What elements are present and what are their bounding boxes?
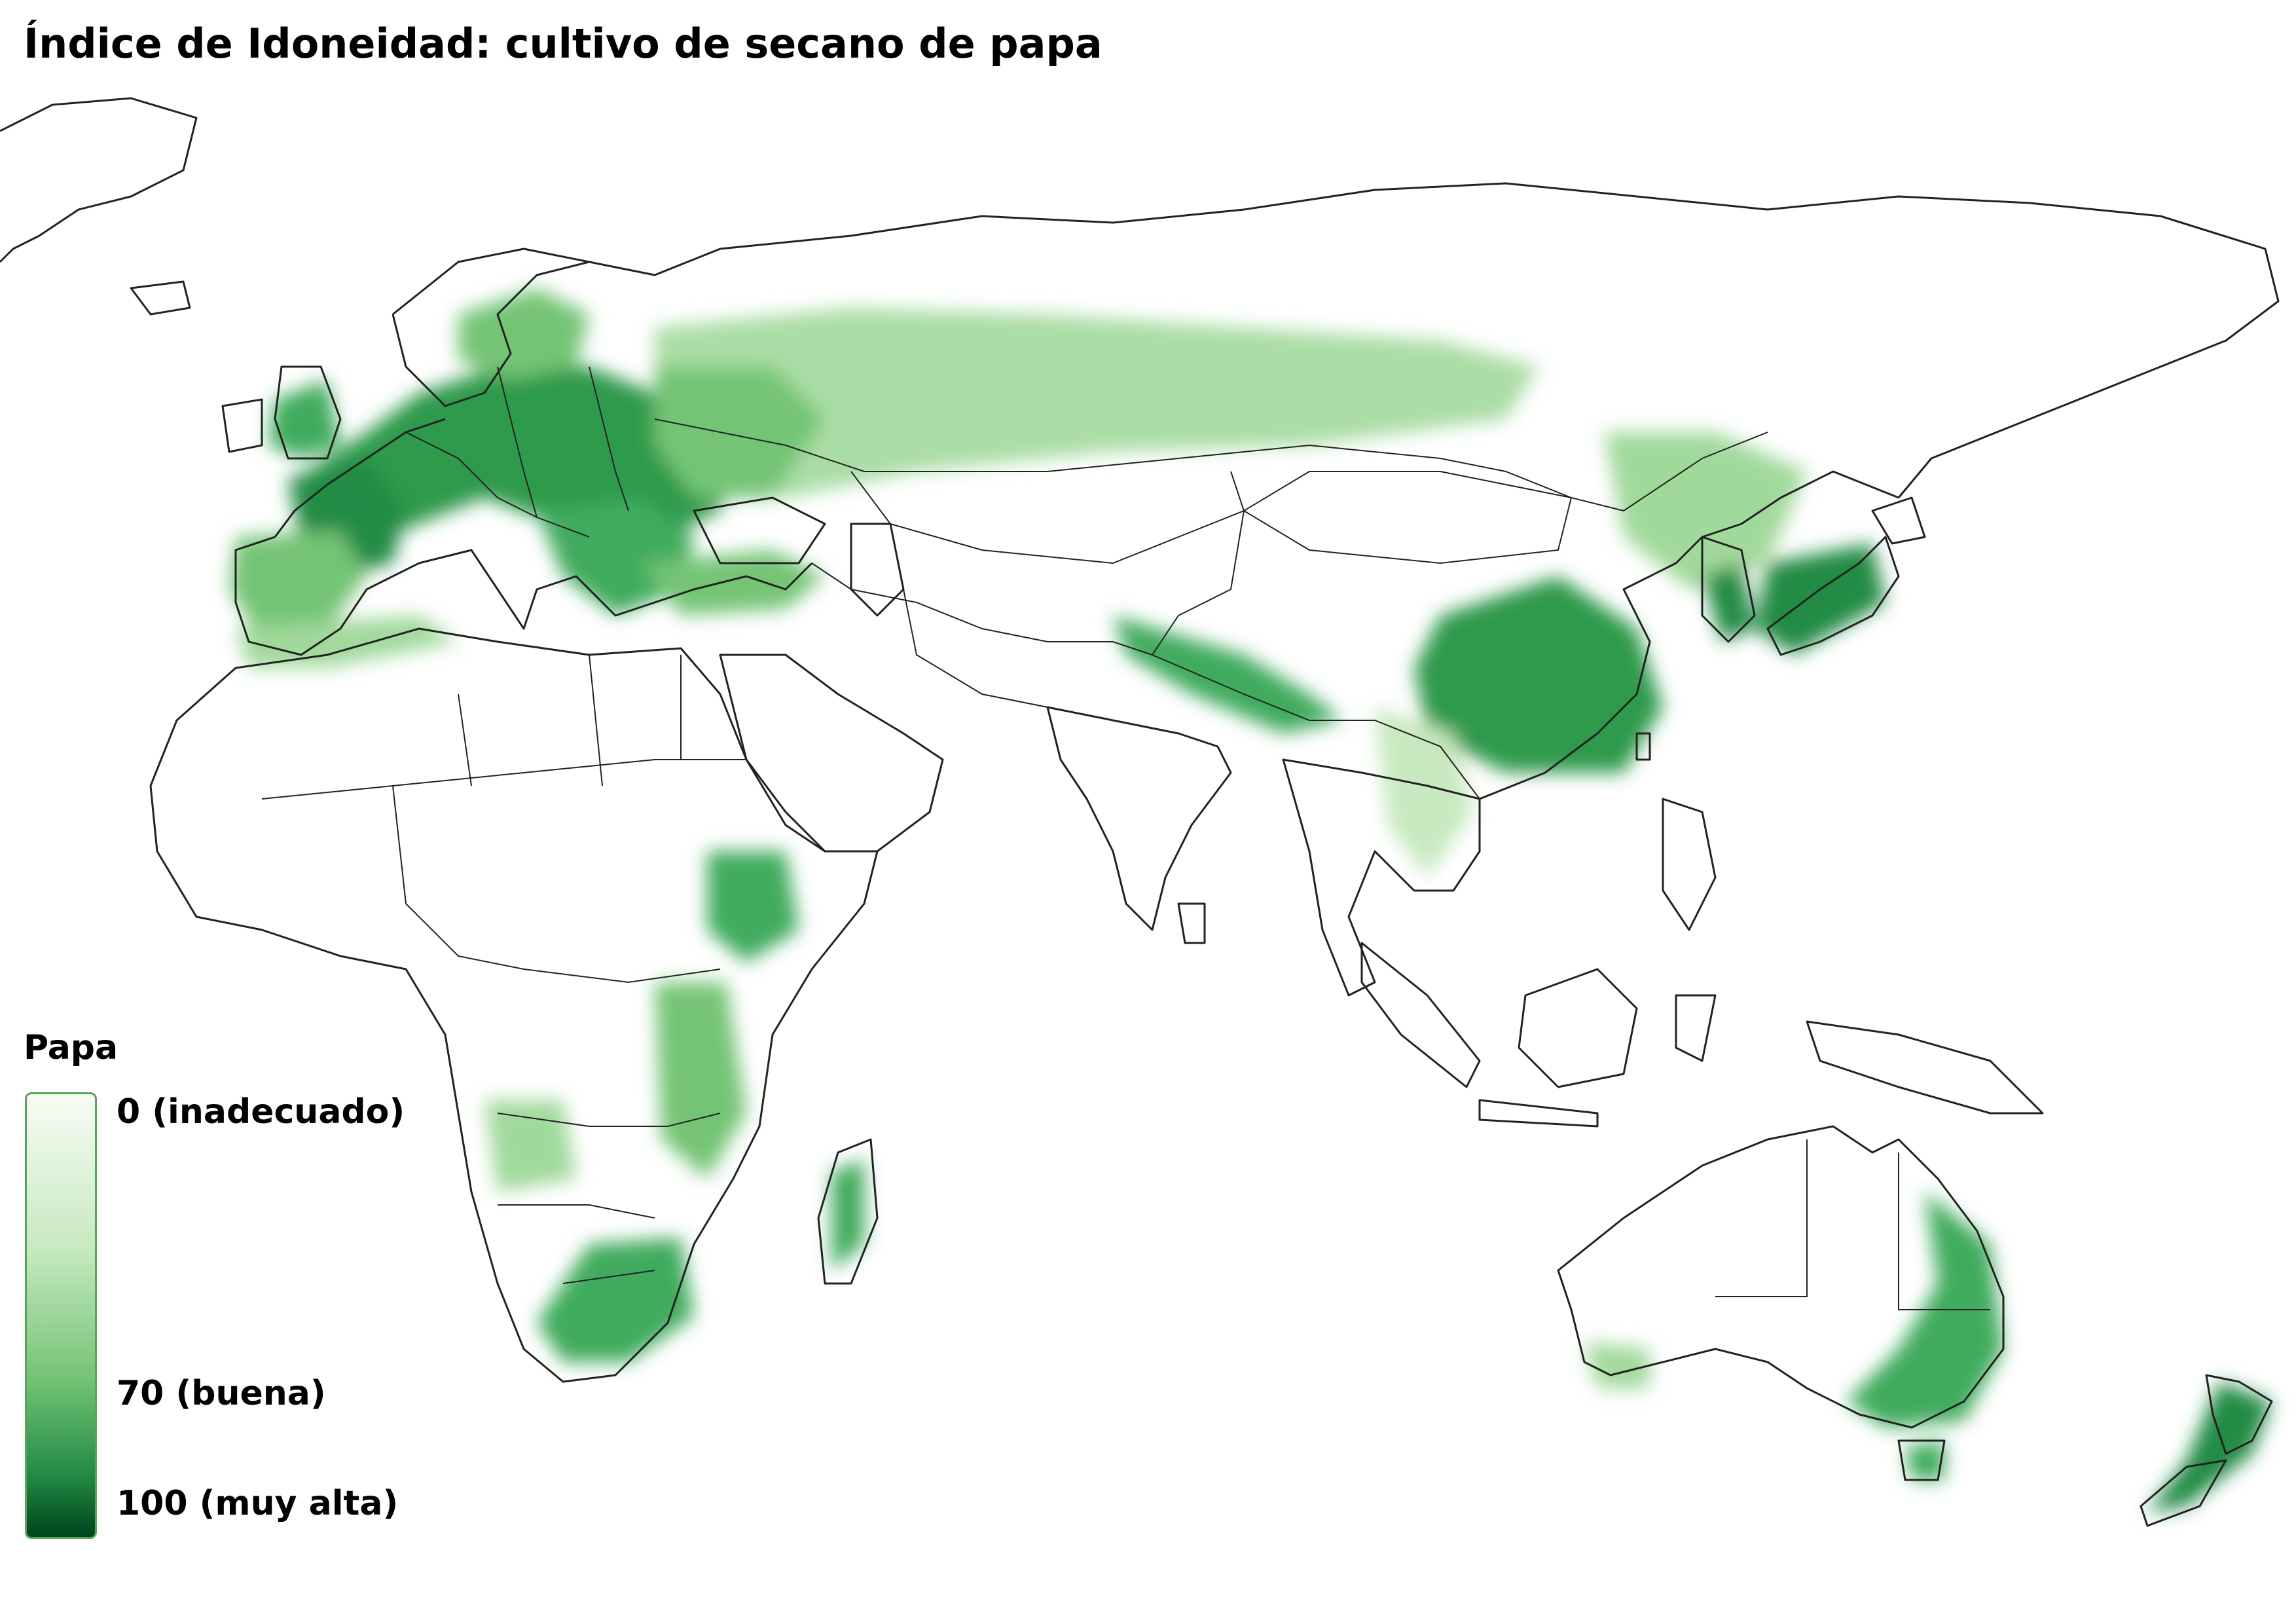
taiwan-outline xyxy=(1635,732,1651,761)
nz-south-outline xyxy=(2140,1459,2227,1527)
japan-suitability xyxy=(1755,544,1886,655)
indochina-outline xyxy=(1282,758,1481,997)
korea-suitability xyxy=(1702,563,1755,642)
east-asia-coast xyxy=(1479,470,1899,800)
new-guinea-outline xyxy=(1806,1020,2044,1115)
iceland-outline xyxy=(130,280,191,316)
iberia-suitability xyxy=(229,530,367,642)
ireland-outline xyxy=(221,398,263,453)
russia-border xyxy=(654,418,1768,512)
philippines-outline xyxy=(1662,798,1717,931)
middle-east-borders xyxy=(811,563,1153,655)
black-sea-outline xyxy=(693,496,826,564)
legend-color-ramp xyxy=(25,1092,97,1539)
suitability-layer xyxy=(229,288,2272,1513)
europe-suitability xyxy=(308,367,733,544)
legend-title: Papa xyxy=(24,1028,118,1067)
sw-australia-suitability xyxy=(1584,1342,1650,1388)
mongolia-border xyxy=(1243,471,1573,564)
northeast-china-suitability xyxy=(1604,432,1807,589)
russia-belt-suitability xyxy=(655,308,1539,498)
java-outline xyxy=(1478,1099,1599,1128)
maghreb-suitability xyxy=(236,616,458,668)
japan-outline xyxy=(1766,536,1900,656)
europe-borders-2 xyxy=(497,366,538,518)
eurasia-north-coast xyxy=(392,182,2280,498)
legend-label-min: 0 (inadecuado) xyxy=(117,1092,405,1132)
scandinavia-outline xyxy=(392,261,590,407)
caspian-outline xyxy=(850,523,905,617)
sumatra-outline xyxy=(1360,942,1481,1088)
africa-borders-2 xyxy=(392,785,721,984)
arabia-outline xyxy=(719,654,944,853)
madagascar-outline xyxy=(817,1138,879,1285)
uk-suitability xyxy=(268,380,340,458)
coastlines xyxy=(0,97,2280,1527)
uk-outline xyxy=(274,365,342,460)
europe-borders-1 xyxy=(405,432,590,538)
country-borders xyxy=(261,366,1990,1310)
china-border xyxy=(1151,510,1480,800)
map-title: Índice de Idoneidad: cultivo de secano d… xyxy=(24,20,1102,67)
africa-borders-1 xyxy=(261,759,746,800)
china-suitability xyxy=(1414,576,1663,773)
iran-border xyxy=(903,589,1048,708)
sri-lanka-outline xyxy=(1177,902,1206,944)
africa-borders-3 xyxy=(458,654,682,786)
mainland-sea-suitability xyxy=(1375,707,1473,877)
ethiopia-suitability xyxy=(707,851,799,963)
himalaya-suitability xyxy=(1113,616,1342,733)
africa-borders-4 xyxy=(497,1113,721,1284)
india-outline xyxy=(1046,706,1232,931)
africa-outline xyxy=(149,627,879,1383)
australia-borders xyxy=(1715,1139,1990,1310)
tasmania-suitability xyxy=(1905,1441,1944,1480)
madagascar-suitability xyxy=(831,1159,864,1270)
new-zealand-suitability xyxy=(2147,1382,2272,1513)
turkey-suitability xyxy=(642,550,825,616)
legend-label-good: 70 (buena) xyxy=(117,1374,326,1413)
south-africa-suitability xyxy=(537,1238,694,1362)
balkans-suitability xyxy=(537,498,694,616)
sulawesi-outline xyxy=(1675,994,1717,1062)
angola-suitability xyxy=(484,1100,576,1192)
europe-borders-3 xyxy=(589,366,629,511)
scandinavia-suitability xyxy=(458,288,589,380)
kazakhstan-border xyxy=(850,471,1245,564)
korea-outline xyxy=(1701,536,1756,643)
tasmania-outline xyxy=(1897,1439,1946,1481)
legend-label-max: 100 (muy alta) xyxy=(117,1484,399,1523)
europe-west-coast xyxy=(234,418,446,656)
borneo-outline xyxy=(1518,968,1638,1088)
australia-outline xyxy=(1557,1125,2005,1429)
greenland-outline xyxy=(0,97,198,263)
hokkaido-outline xyxy=(1871,496,1926,545)
nz-north-outline xyxy=(2205,1374,2273,1455)
mediterranean-north xyxy=(366,549,813,630)
east-africa-suitability xyxy=(655,982,746,1179)
ukraine-suitability xyxy=(655,367,825,498)
